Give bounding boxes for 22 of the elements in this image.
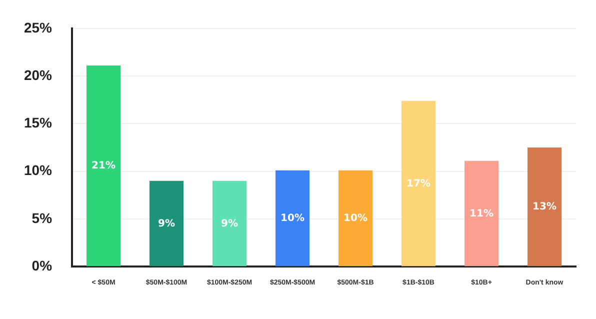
y-tick-label: 0% xyxy=(32,257,53,274)
data-label: 17% xyxy=(406,178,430,190)
data-label: 10% xyxy=(344,213,368,224)
y-tick-label: 10% xyxy=(24,162,53,178)
bar xyxy=(338,170,373,266)
bar xyxy=(276,170,310,266)
y-tick-label: 20% xyxy=(24,66,53,83)
data-label: 10% xyxy=(280,213,304,224)
data-label: 9% xyxy=(158,218,176,230)
bar xyxy=(212,180,247,266)
bar xyxy=(527,148,562,266)
data-label: 13% xyxy=(532,202,556,213)
y-tick-label: 25% xyxy=(24,19,53,36)
data-label: 21% xyxy=(92,160,116,172)
y-tick-label: 15% xyxy=(24,114,53,131)
bar xyxy=(86,66,121,266)
y-tick-label: 5% xyxy=(32,210,53,226)
bar xyxy=(401,100,436,266)
bar xyxy=(150,180,184,266)
bar xyxy=(464,160,499,266)
data-label: 11% xyxy=(470,208,494,220)
data-label: 9% xyxy=(221,218,238,230)
